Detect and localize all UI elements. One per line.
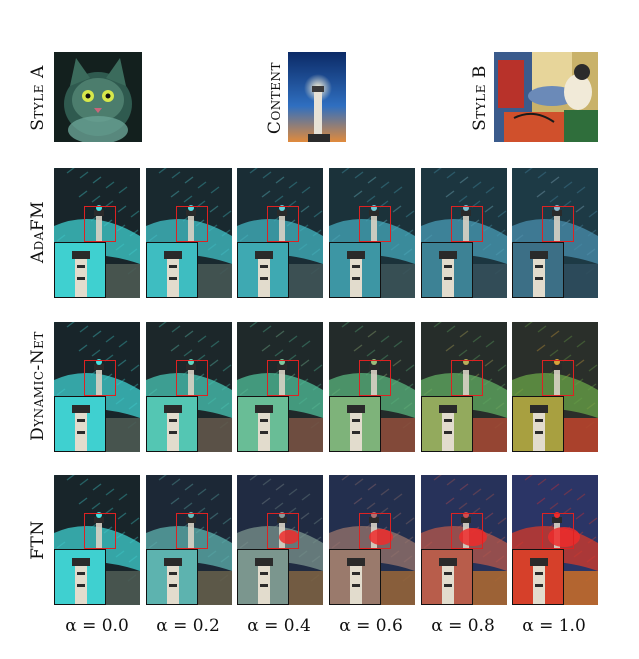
zoom-inset xyxy=(54,396,106,452)
result-image-adafm-2 xyxy=(237,168,323,298)
style-b-label: Style B xyxy=(470,65,490,131)
row-label-ftn: FTN xyxy=(28,520,48,560)
result-image-adafm-5 xyxy=(512,168,598,298)
result-image-ftn-0 xyxy=(54,475,140,605)
zoom-region-box xyxy=(451,513,483,549)
result-image-dynamic-net-3 xyxy=(329,322,415,452)
style-a-label: Style A xyxy=(28,65,48,131)
alpha-label-1: α = 0.2 xyxy=(156,616,220,636)
zoom-region-box xyxy=(359,206,391,242)
zoom-inset xyxy=(329,242,381,298)
zoom-region-box xyxy=(542,513,574,549)
zoom-region-box xyxy=(451,360,483,396)
zoom-inset xyxy=(146,549,198,605)
zoom-region-box xyxy=(267,360,299,396)
result-image-dynamic-net-4 xyxy=(421,322,507,452)
result-image-ftn-3 xyxy=(329,475,415,605)
zoom-inset xyxy=(512,242,564,298)
style-a-image xyxy=(54,52,142,142)
result-image-adafm-0 xyxy=(54,168,140,298)
row-label-dynamic-net: Dynamic-Net xyxy=(28,331,48,441)
zoom-region-box xyxy=(542,206,574,242)
result-image-adafm-1 xyxy=(146,168,232,298)
zoom-region-box xyxy=(359,360,391,396)
result-image-ftn-5 xyxy=(512,475,598,605)
alpha-label-0: α = 0.0 xyxy=(65,616,129,636)
alpha-label-3: α = 0.6 xyxy=(339,616,403,636)
result-image-dynamic-net-0 xyxy=(54,322,140,452)
zoom-region-box xyxy=(359,513,391,549)
zoom-region-box xyxy=(176,360,208,396)
zoom-inset xyxy=(237,242,289,298)
result-image-adafm-3 xyxy=(329,168,415,298)
zoom-inset xyxy=(421,242,473,298)
zoom-region-box xyxy=(267,206,299,242)
zoom-region-box xyxy=(451,206,483,242)
zoom-inset xyxy=(512,549,564,605)
row-label-adafm: AdaFM xyxy=(28,200,48,264)
zoom-inset xyxy=(146,242,198,298)
zoom-inset xyxy=(421,549,473,605)
content-label: Content xyxy=(265,61,285,135)
content-image xyxy=(288,52,346,142)
alpha-label-5: α = 1.0 xyxy=(522,616,586,636)
result-image-ftn-1 xyxy=(146,475,232,605)
zoom-inset xyxy=(421,396,473,452)
zoom-region-box xyxy=(542,360,574,396)
zoom-region-box xyxy=(176,206,208,242)
result-image-dynamic-net-1 xyxy=(146,322,232,452)
zoom-inset xyxy=(54,242,106,298)
zoom-inset xyxy=(237,396,289,452)
result-image-dynamic-net-2 xyxy=(237,322,323,452)
result-image-dynamic-net-5 xyxy=(512,322,598,452)
zoom-region-box xyxy=(176,513,208,549)
zoom-region-box xyxy=(84,206,116,242)
result-image-ftn-2 xyxy=(237,475,323,605)
zoom-inset xyxy=(237,549,289,605)
zoom-inset xyxy=(329,396,381,452)
zoom-inset xyxy=(512,396,564,452)
zoom-inset xyxy=(329,549,381,605)
style-b-image xyxy=(494,52,598,142)
alpha-label-4: α = 0.8 xyxy=(431,616,495,636)
result-image-ftn-4 xyxy=(421,475,507,605)
zoom-inset xyxy=(146,396,198,452)
zoom-inset xyxy=(54,549,106,605)
zoom-region-box xyxy=(84,360,116,396)
zoom-region-box xyxy=(84,513,116,549)
result-image-adafm-4 xyxy=(421,168,507,298)
zoom-region-box xyxy=(267,513,299,549)
alpha-label-2: α = 0.4 xyxy=(247,616,311,636)
